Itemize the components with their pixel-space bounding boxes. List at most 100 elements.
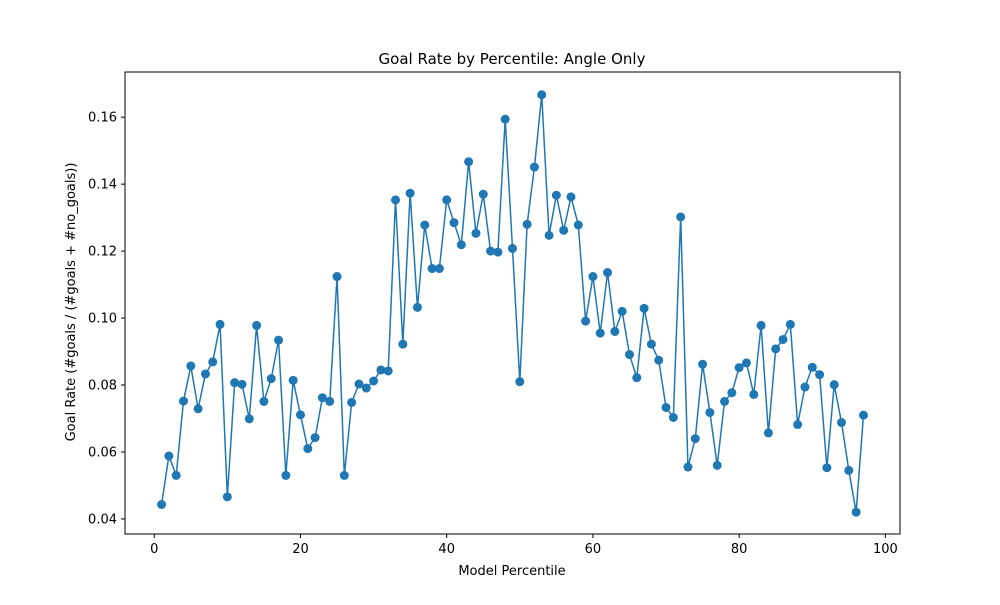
data-point [420,220,430,230]
x-tick-label: 60 [585,542,602,557]
data-point [529,162,539,172]
data-point [259,396,269,406]
data-point [763,428,773,438]
data-point [215,319,225,329]
data-point [171,470,181,480]
data-point [332,272,342,282]
data-point [690,434,700,444]
data-point [544,230,554,240]
y-axis-label: Goal Rate (#goals / (#goals + #no_goals)… [64,163,79,442]
data-point [559,225,569,235]
y-tick-label: 0.06 [88,445,117,460]
data-point [573,220,583,230]
data-point [274,335,284,345]
data-point [771,344,781,354]
data-point [829,380,839,390]
data-point [244,414,254,424]
x-axis-label: Model Percentile [458,564,565,579]
data-point [807,362,817,372]
data-point [500,114,510,124]
data-point [317,393,327,403]
data-point [310,433,320,443]
data-point [266,374,276,384]
data-point [727,388,737,398]
data-point [581,316,591,326]
data-point [391,195,401,205]
data-point [741,358,751,368]
data-point [193,404,203,414]
data-point [434,264,444,274]
data-point [493,247,503,257]
data-point [303,444,313,454]
data-point [164,451,174,461]
x-tick-label: 40 [438,542,455,557]
data-point [252,320,262,330]
data-point [412,302,422,312]
data-point [339,470,349,480]
y-tick-label: 0.12 [88,245,117,260]
data-point [398,339,408,349]
y-tick-label: 0.16 [88,111,117,126]
data-point [632,373,642,383]
x-tick-label: 100 [873,542,898,557]
data-point [157,500,167,510]
data-point [588,272,598,282]
data-point [537,90,547,100]
data-point [405,188,415,198]
data-point [610,326,620,336]
data-point [369,376,379,386]
x-tick-label: 20 [292,542,309,557]
data-point [281,470,291,480]
data-point [837,418,847,428]
data-point [595,328,605,338]
y-tick-label: 0.10 [88,312,117,327]
data-point [858,410,868,420]
data-point [844,465,854,475]
y-tick-label: 0.08 [88,379,117,394]
data-point [522,219,532,229]
data-point [646,339,656,349]
data-point [178,396,188,406]
y-tick-label: 0.14 [88,178,117,193]
data-point [427,264,437,274]
data-point [749,389,759,399]
data-point [288,375,298,385]
data-point [237,379,247,389]
data-point [785,319,795,329]
data-point [230,378,240,388]
axis-ticks: 0 20 40 60 80 100 0.04 0.06 0.08 0.10 0.12 0.14 0.16 [88,111,898,557]
data-point [295,410,305,420]
data-point [734,363,744,373]
data-point [566,192,576,202]
data-point [624,350,634,360]
data-point [654,355,664,365]
data-point [486,246,496,256]
data-point [698,359,708,369]
data-point [325,396,335,406]
x-tick-label: 80 [731,542,748,557]
data-point [361,383,371,393]
data-point [712,460,722,470]
data-point [376,365,386,375]
data-point [478,189,488,199]
data-point [471,228,481,238]
data-point [222,492,232,502]
data-point [705,407,715,417]
x-tick-label: 0 [150,542,158,557]
data-point [617,306,627,316]
data-point [456,240,466,250]
data-point [551,190,561,200]
data-point [186,361,196,371]
data-point [668,412,678,422]
data-point [851,507,861,517]
data-point [720,396,730,406]
plot-marks [157,90,868,517]
data-point [793,420,803,430]
data-point [508,243,517,253]
y-tick-label: 0.04 [88,512,117,527]
data-point [822,463,832,473]
data-point [800,382,810,392]
